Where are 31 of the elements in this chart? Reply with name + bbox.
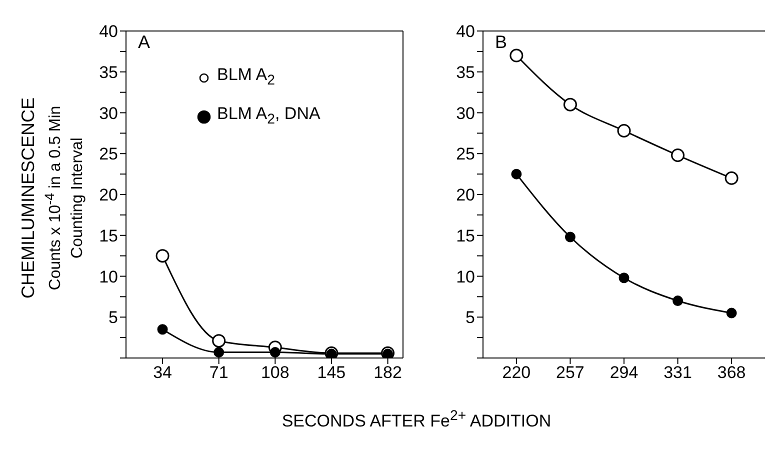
x-tick-label: 331 bbox=[664, 363, 692, 382]
y-tick-label: 25 bbox=[99, 144, 118, 164]
x-tick-label: 257 bbox=[556, 363, 584, 382]
x-tick-label: 145 bbox=[317, 363, 346, 382]
x-axis-title: SECONDS AFTER Fe$^{2+}$ ADDITION bbox=[280, 408, 552, 432]
x-tick-label: 71 bbox=[209, 363, 228, 382]
y-tick-label: 5 bbox=[466, 308, 475, 328]
y-tick-label: 40 bbox=[456, 22, 475, 42]
y-tick-label: 35 bbox=[99, 62, 118, 82]
x-tick-label: 108 bbox=[260, 363, 290, 382]
y-tick-label: 35 bbox=[456, 62, 475, 82]
y-tick-label: 40 bbox=[99, 22, 118, 42]
x-tick-label: 220 bbox=[502, 363, 531, 382]
y-tick-label: 30 bbox=[99, 104, 118, 123]
x-tick-label: 294 bbox=[610, 363, 638, 382]
chart-title: B bbox=[495, 32, 508, 53]
legend-label: BLM A$_{2}$ bbox=[217, 64, 275, 90]
y-tick-label: 30 bbox=[456, 104, 475, 123]
y-tick-label: 15 bbox=[456, 226, 475, 246]
y-tick-label: 10 bbox=[99, 267, 118, 286]
x-tick-label: 368 bbox=[717, 363, 746, 382]
chart-title: A bbox=[138, 32, 150, 53]
y-tick-label: 25 bbox=[456, 144, 475, 164]
y-tick-label: 20 bbox=[99, 186, 118, 205]
legend-label: BLM A$_{2}$, DNA bbox=[217, 103, 320, 130]
y-tick-label: 20 bbox=[456, 186, 475, 205]
y-tick-label: 5 bbox=[108, 308, 118, 328]
x-tick-label: 34 bbox=[153, 363, 172, 382]
y-tick-label: 15 bbox=[99, 226, 118, 246]
x-tick-label: 182 bbox=[374, 363, 402, 382]
y-tick-label: 10 bbox=[456, 267, 475, 286]
